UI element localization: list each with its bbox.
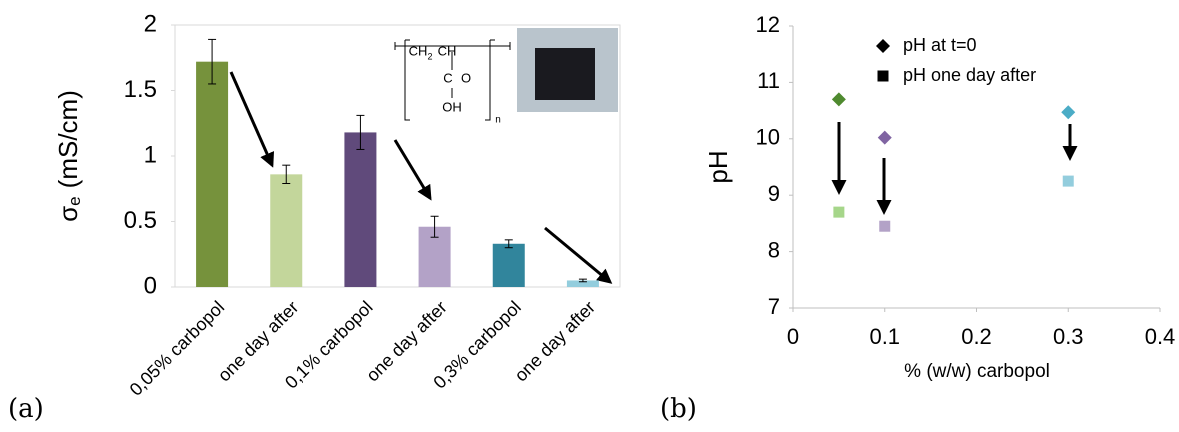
legend-label: pH at t=0 bbox=[903, 35, 977, 55]
y-tick-label: 8 bbox=[768, 237, 780, 262]
panel-label: (b) bbox=[660, 394, 697, 424]
bar bbox=[566, 280, 599, 287]
legend-marker bbox=[877, 70, 889, 82]
inset-label: n bbox=[495, 115, 501, 126]
arrow bbox=[544, 226, 613, 284]
inset-label: 2 bbox=[427, 51, 432, 61]
point bbox=[879, 220, 891, 232]
inset-label: OH bbox=[442, 99, 462, 114]
legend-label: pH one day after bbox=[903, 65, 1036, 85]
bar bbox=[344, 132, 377, 287]
y-tick-label: 0 bbox=[144, 272, 157, 299]
y-tick-label: 1.5 bbox=[124, 76, 157, 103]
y-tick-label: 1 bbox=[144, 141, 157, 168]
y-tick-label: 9 bbox=[768, 181, 780, 206]
inset-label: O bbox=[461, 70, 471, 85]
bar bbox=[492, 243, 525, 287]
x-tick-label: 0 bbox=[787, 324, 799, 349]
y-tick-label: 7 bbox=[768, 294, 780, 319]
panel-label: (a) bbox=[8, 394, 44, 424]
y-tick-label: 2 bbox=[144, 10, 157, 37]
arrow bbox=[229, 71, 275, 168]
x-tick-label: 0.1 bbox=[869, 324, 900, 349]
y-axis-label-symbol: σ bbox=[53, 206, 83, 222]
y-tick-label: 11 bbox=[757, 68, 780, 93]
x-axis-label: % (w/w) carbopol bbox=[904, 361, 1050, 382]
y-axis-label-unit: (mS/cm) bbox=[53, 90, 83, 188]
bar bbox=[196, 61, 229, 288]
point bbox=[877, 130, 892, 145]
x-tick-label: 0.4 bbox=[1145, 324, 1176, 349]
y-tick-label: 12 bbox=[756, 12, 780, 37]
x-tick-label: 0.2 bbox=[961, 324, 992, 349]
panel-b: (b) 7 8 9 10 11 12 0 0.1 0.2 0.3 0.4 % (w/w) carbop… bbox=[660, 12, 1175, 424]
y-tick-label: 0.5 bbox=[124, 207, 157, 234]
y-tick-label: 10 bbox=[756, 125, 780, 150]
y-axis-label: σe (mS/cm) bbox=[53, 90, 85, 222]
bar bbox=[270, 174, 303, 287]
point bbox=[831, 92, 846, 107]
arrow bbox=[393, 139, 432, 201]
inset-label: CH bbox=[409, 43, 428, 58]
inset-structure bbox=[394, 39, 511, 121]
y-axis-label-subscript: e bbox=[65, 196, 84, 205]
y-axis-label: pH bbox=[703, 150, 733, 183]
point bbox=[833, 206, 845, 218]
x-tick-label: 0,05% carbopol bbox=[126, 297, 229, 400]
point bbox=[1061, 105, 1076, 120]
point bbox=[1062, 175, 1074, 187]
inset-label: CH bbox=[438, 43, 457, 58]
x-tick-label: 0.3 bbox=[1053, 324, 1084, 349]
inset-label: C bbox=[443, 70, 452, 85]
legend-marker bbox=[876, 39, 890, 53]
inset-photo-sample bbox=[535, 48, 595, 100]
